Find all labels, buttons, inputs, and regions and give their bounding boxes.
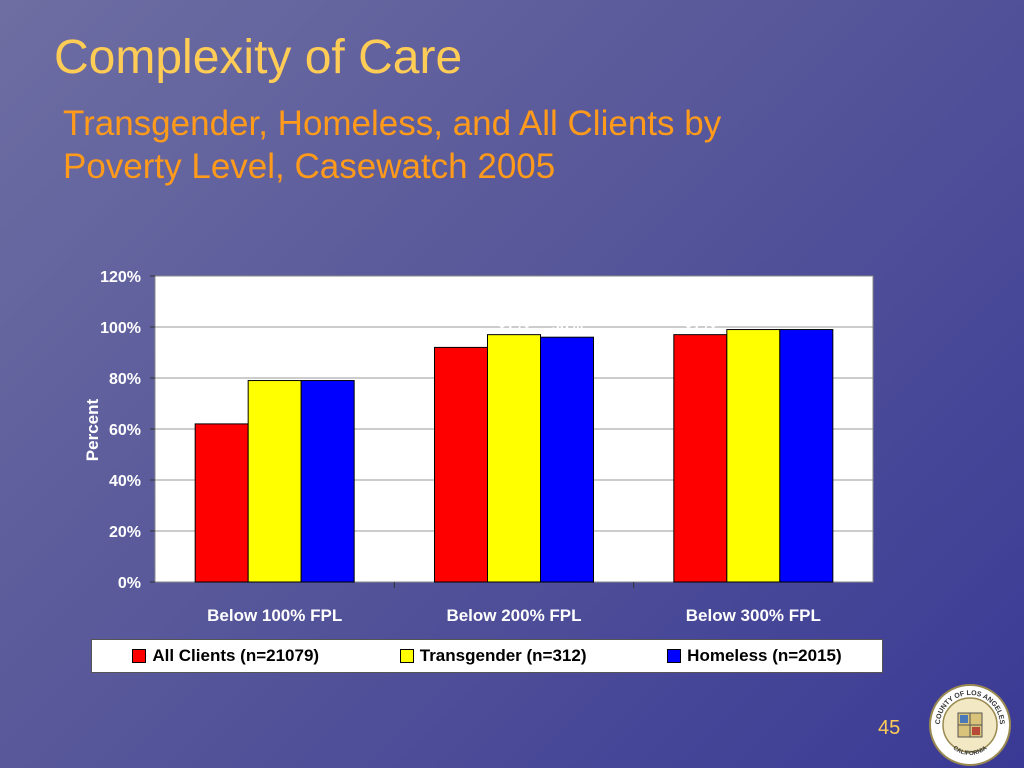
data-label: 97% <box>684 315 716 332</box>
bar <box>779 329 834 583</box>
subtitle-line-2: Poverty Level, Casewatch 2005 <box>63 147 556 186</box>
data-labels: 62% 79% 79% 92% 97% 96% 97% 99% 99% <box>206 310 823 421</box>
axes: 0% 20% 40% 60% 80% 100% 120% Below 100% FPL Belo… <box>100 269 821 625</box>
legend-label: Transgender (n=312) <box>419 646 587 665</box>
bar <box>487 334 541 583</box>
legend-swatch <box>399 649 414 663</box>
data-label: 96% <box>551 317 583 334</box>
data-label: 92% <box>445 327 477 344</box>
data-label: 99% <box>737 310 769 327</box>
data-label: 99% <box>790 310 822 327</box>
x-tick-label: Below 300% FPL <box>686 606 821 625</box>
legend-item: Homeless (n=2015) <box>667 646 842 666</box>
legend-item: Transgender (n=312) <box>399 646 587 666</box>
y-tick-label: 80% <box>109 371 141 388</box>
slide-subtitle: Transgender, Homeless, and All Clients b… <box>63 102 721 188</box>
y-tick-label: 60% <box>109 422 141 439</box>
page-number: 45 <box>878 717 901 739</box>
bar <box>673 334 728 583</box>
x-tick-label: Below 200% FPL <box>446 606 581 625</box>
data-label: 79% <box>259 361 291 378</box>
county-seal-logo: COUNTY OF LOS ANGELES CALIFORNIA <box>929 684 1011 766</box>
x-tick-label: Below 100% FPL <box>207 606 342 625</box>
legend-item: All Clients (n=21079) <box>132 646 319 666</box>
legend-swatch <box>132 649 147 663</box>
y-tick-label: 20% <box>109 524 141 541</box>
y-axis-label: Percent <box>83 398 102 461</box>
bar <box>247 380 302 583</box>
bar <box>434 346 488 583</box>
slide-title: Complexity of Care <box>54 31 463 84</box>
bars <box>194 329 834 583</box>
legend-swatch <box>667 649 682 663</box>
bar <box>194 423 249 583</box>
chart-legend: All Clients (n=21079) Transgender (n=312)… <box>91 639 883 673</box>
data-label: 97% <box>498 315 530 332</box>
subtitle-line-1: Transgender, Homeless, and All Clients b… <box>63 104 722 143</box>
data-label: 79% <box>312 361 344 378</box>
bar <box>300 380 355 583</box>
bar <box>540 336 594 583</box>
bar-chart: 0% 20% 40% 60% 80% 100% 120% Below 100% FPL Belo… <box>83 269 874 625</box>
y-tick-label: 100% <box>100 320 141 337</box>
legend-label: Homeless (n=2015) <box>687 646 842 665</box>
bar <box>726 329 781 583</box>
y-tick-label: 0% <box>118 575 141 592</box>
y-tick-label: 120% <box>100 269 141 286</box>
data-label: 62% <box>206 404 238 421</box>
legend-label: All Clients (n=21079) <box>152 646 320 665</box>
y-tick-label: 40% <box>109 473 141 490</box>
